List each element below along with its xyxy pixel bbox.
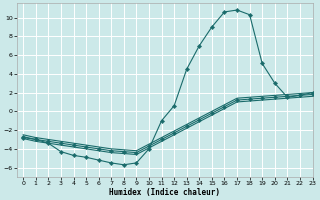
X-axis label: Humidex (Indice chaleur): Humidex (Indice chaleur) bbox=[109, 188, 220, 197]
